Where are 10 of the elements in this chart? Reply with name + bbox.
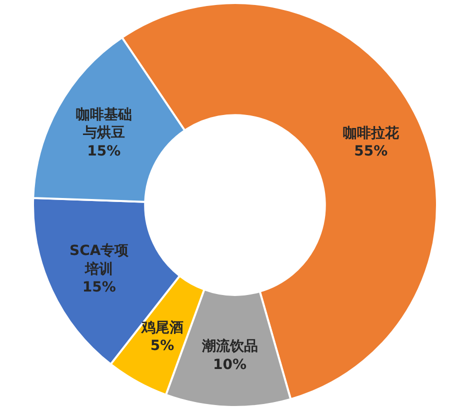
data-label: 5%	[150, 338, 174, 354]
slice-label: 咖啡拉花	[342, 125, 400, 142]
data-label: 55%	[354, 144, 388, 160]
slice-label: 咖啡基础与烘豆	[76, 107, 132, 142]
data-label: 15%	[87, 143, 121, 160]
data-label: 10%	[213, 356, 247, 373]
slice-label: SCA专项培训	[70, 242, 130, 278]
data-label: 15%	[82, 279, 116, 296]
slice-label: 潮流饮品	[200, 338, 258, 355]
slice-label: 鸡尾酒	[140, 320, 184, 336]
